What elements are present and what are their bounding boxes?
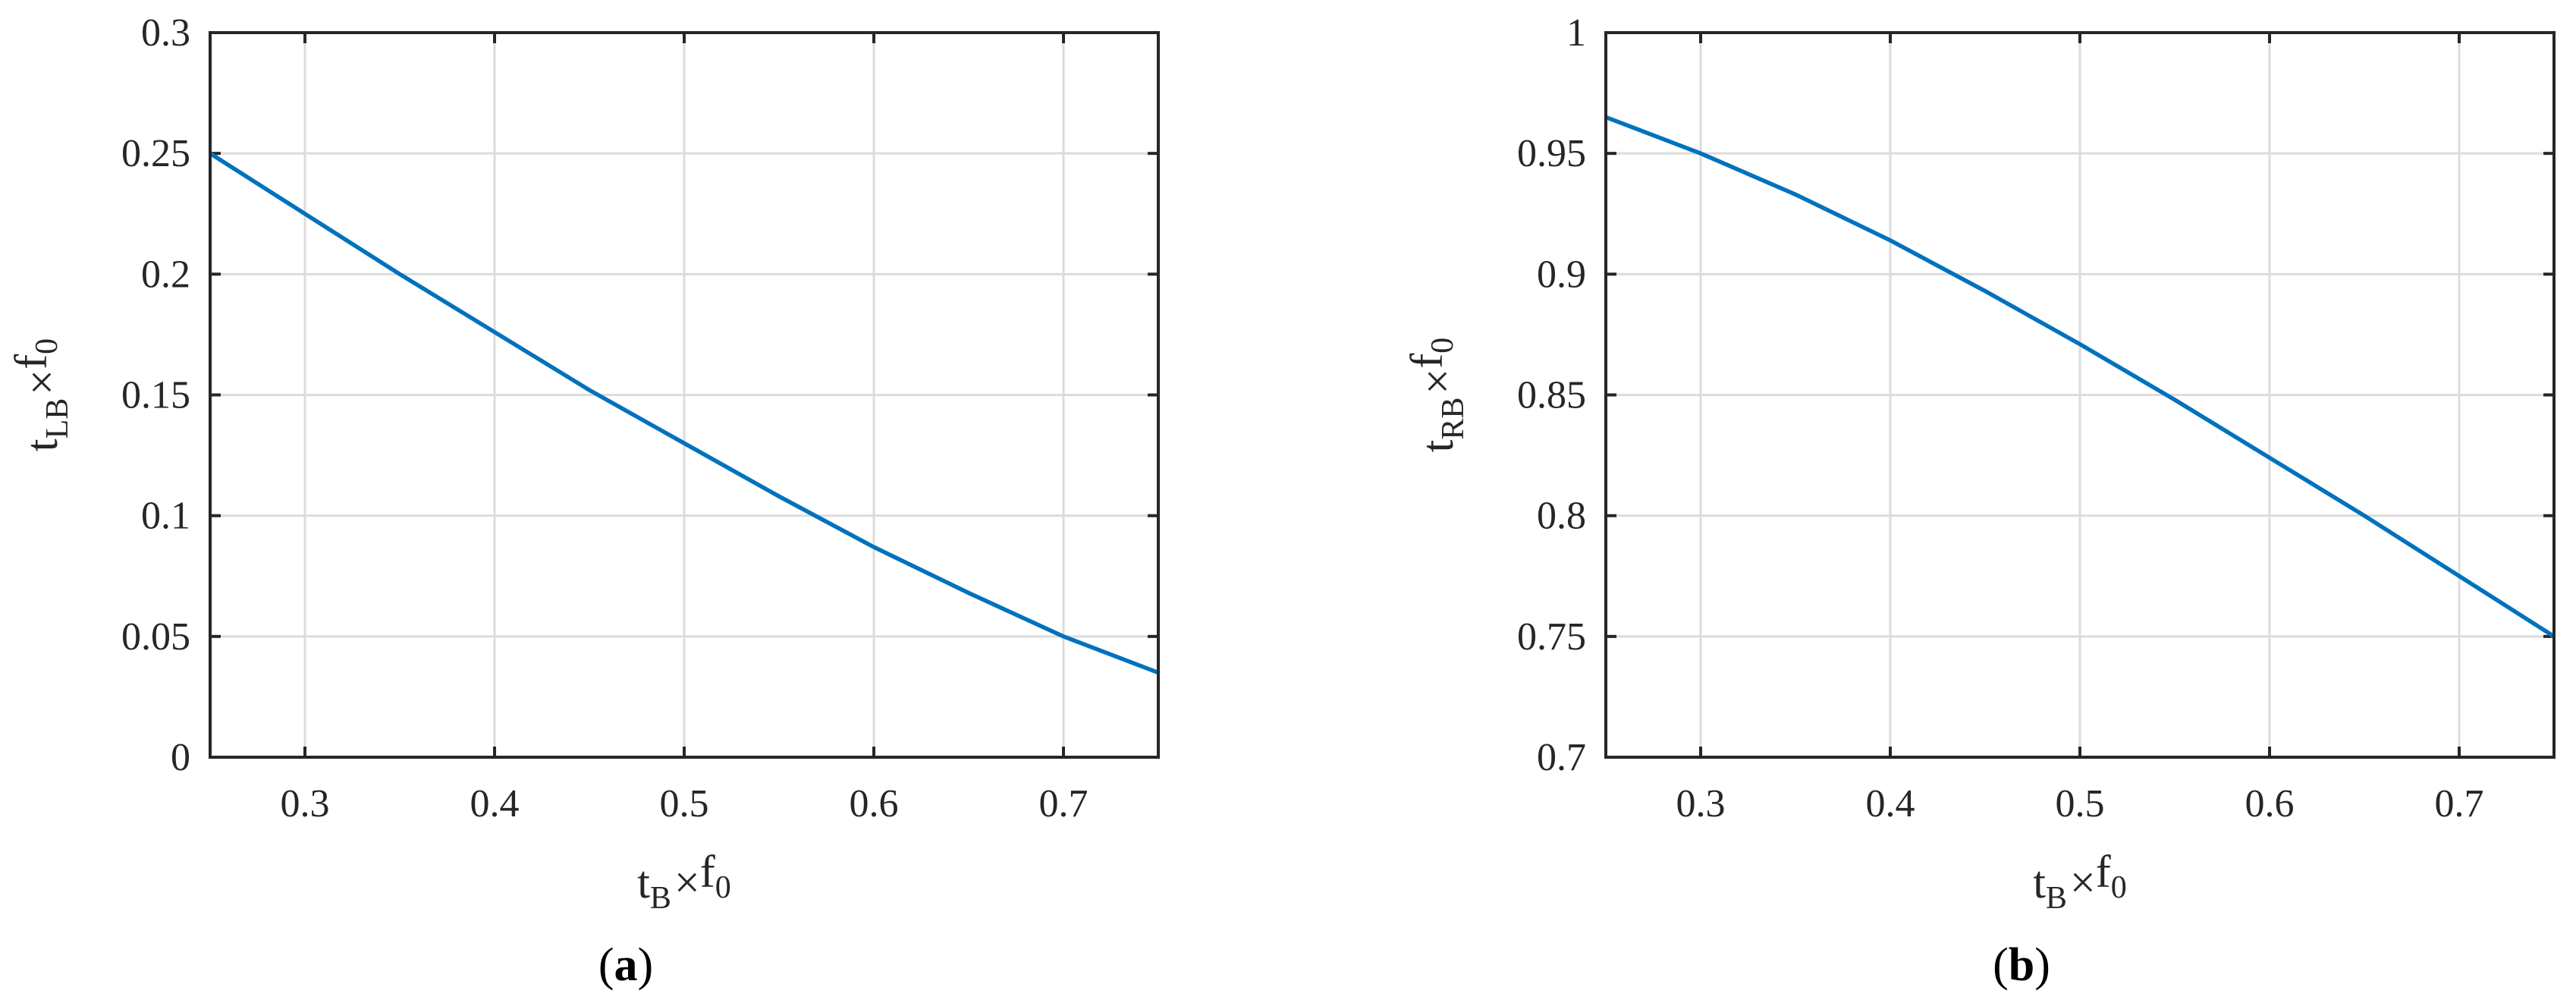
x-axis-label: tB×f0	[2033, 847, 2127, 916]
x-axis-label-sub: B	[650, 881, 671, 916]
y-tick-label: 0	[171, 736, 190, 779]
x-axis-label-main2: f	[700, 847, 715, 897]
x-axis-label-sub2: 0	[2111, 870, 2127, 905]
chart-panel-a: 00.050.10.150.20.250.30.3 0.4 0.5 0.6 0.7tB×…	[6, 11, 1160, 991]
x-tick-label: 0.7	[1039, 782, 1089, 825]
x-tick-label: 0.4	[470, 782, 520, 825]
x-axis-label-main: t	[2033, 857, 2046, 907]
caption-letter: b	[2009, 939, 2034, 991]
y-tick-label: 0.7	[1537, 736, 1586, 779]
plot-frame	[209, 31, 1160, 759]
series-line	[209, 151, 1159, 675]
y-axis-label-main2: f	[6, 354, 56, 369]
y-axis-label-main: t	[17, 439, 67, 451]
x-tick-label: 0.3	[1676, 782, 1726, 825]
x-tick-label: 0.4	[1866, 782, 1915, 825]
y-tick-label: 0.95	[1517, 132, 1586, 175]
y-axis-label: tRB ×f0	[1402, 338, 1471, 453]
y-tick-label: 0.1	[141, 495, 190, 538]
y-tick-label: 0.05	[121, 615, 190, 659]
y-axis-label-sub2: 0	[1425, 338, 1460, 354]
x-tick-label: 0.3	[281, 782, 330, 825]
y-axis-label-sub: LB	[40, 398, 75, 439]
y-axis-label-main2: f	[1402, 354, 1452, 369]
x-tick-label: 0.5	[2056, 782, 2105, 825]
x-tick-label: 0.6	[2245, 782, 2295, 825]
y-tick-label: 0.75	[1517, 615, 1586, 659]
y-axis-label-op: ×	[17, 369, 67, 395]
plot-frame	[1604, 31, 2556, 759]
y-tick-label: 0.2	[141, 253, 190, 296]
y-axis-label-op: ×	[1412, 369, 1462, 395]
y-tick-label: 1	[1566, 11, 1586, 55]
y-tick-label: 0.3	[141, 11, 190, 55]
x-tick-label: 0.6	[850, 782, 899, 825]
x-tick-label: 0.7	[2435, 782, 2484, 825]
x-tick-label: 0.5	[660, 782, 709, 825]
x-axis-label-op: ×	[2070, 857, 2096, 907]
x-axis-label: tB×f0	[637, 847, 731, 916]
x-axis-label-op: ×	[674, 857, 700, 907]
y-tick-label: 0.25	[121, 132, 190, 175]
x-axis-label-sub: B	[2046, 881, 2067, 916]
y-axis-label-sub: RB	[1436, 398, 1471, 440]
y-axis-label-main: t	[1412, 439, 1462, 452]
x-axis-label-main: t	[637, 857, 650, 907]
series-line	[1605, 115, 2556, 639]
y-tick-label: 0.8	[1537, 495, 1586, 538]
caption-close-paren: )	[2034, 939, 2050, 991]
y-tick-label: 0.9	[1537, 253, 1586, 296]
y-tick-label: 0.85	[1517, 374, 1586, 417]
y-axis-label: tLB ×f0	[6, 338, 75, 451]
caption-open-paren: (	[598, 939, 614, 991]
caption-close-paren: )	[638, 939, 654, 991]
caption-letter: a	[614, 939, 638, 991]
panel-caption: (a)	[598, 939, 653, 991]
panel-caption: (b)	[1993, 939, 2050, 991]
x-axis-label-sub2: 0	[715, 870, 731, 905]
x-axis-label-main2: f	[2096, 847, 2111, 897]
y-axis-label-sub2: 0	[30, 338, 64, 354]
caption-open-paren: (	[1993, 939, 2009, 991]
y-tick-label: 0.15	[121, 374, 190, 417]
